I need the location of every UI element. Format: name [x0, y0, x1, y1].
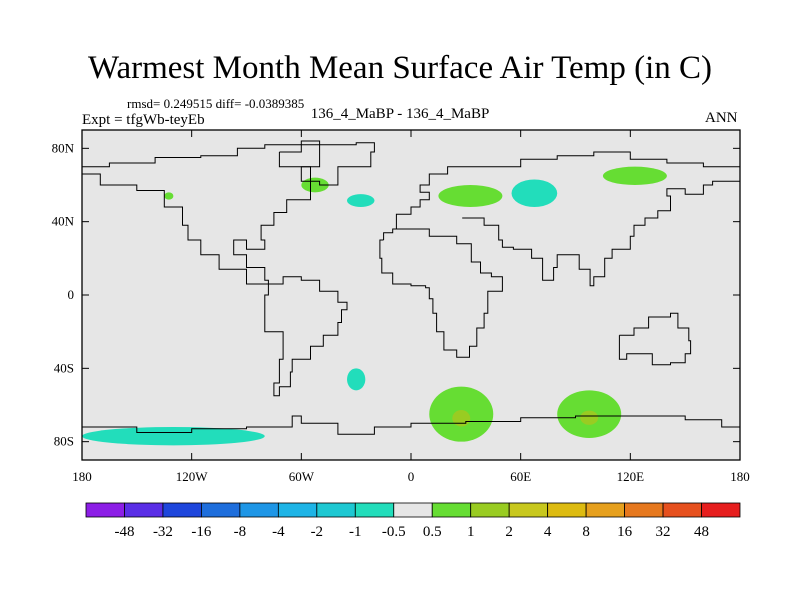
anomaly-region-western-europe — [438, 185, 503, 207]
colorbar-label: -1 — [349, 524, 362, 540]
colorbar-box — [508, 502, 549, 518]
colorbar-box — [316, 502, 356, 518]
y-tick-label: 40N — [52, 214, 75, 229]
axis-layer: 180 120W 60W 0 60E 120E 180 80N 40N 0 40S 80S — [52, 130, 750, 484]
plot-background — [82, 130, 740, 460]
anomaly-core-southern-africa — [452, 410, 471, 427]
coast-asia-east — [462, 180, 740, 287]
colorbar-label: 0.5 — [423, 524, 442, 540]
x-tick-label: 180 — [72, 469, 92, 484]
colorbar-box — [124, 502, 164, 518]
colorbar-box — [701, 502, 741, 518]
colorbar-box — [277, 502, 318, 518]
coast-south-america — [264, 276, 348, 397]
colorbar-label: 2 — [505, 524, 513, 540]
x-tick-label: 60E — [510, 469, 531, 484]
colorbar-label: -2 — [311, 524, 324, 540]
colorbar-label: -48 — [114, 524, 134, 540]
colorbar-label: 48 — [694, 524, 709, 540]
coast-greenland — [278, 142, 375, 186]
colorbar-box — [201, 502, 241, 518]
colorbar-label: 1 — [467, 524, 475, 540]
coast-north-america-west — [82, 173, 269, 285]
colorbar-box — [162, 502, 202, 518]
x-tick-label: 180 — [730, 469, 750, 484]
x-tick-label: 0 — [408, 469, 415, 484]
colorbar-box — [624, 502, 664, 518]
coast-antarctica — [82, 415, 740, 435]
y-tick-label: 80N — [52, 140, 75, 155]
coast-north-america — [82, 140, 321, 284]
colorbar-label: -0.5 — [382, 524, 406, 540]
colorbar-box — [393, 502, 433, 518]
colorbar-box — [85, 502, 125, 518]
colorbar-box — [547, 502, 587, 518]
colorbar-label: -32 — [153, 524, 173, 540]
anomaly-region-southern-greenland — [347, 194, 375, 207]
anomaly-region-antarctic-coast — [82, 427, 265, 446]
chart-title: Warmest Month Mean Surface Air Temp (in … — [87, 50, 713, 86]
colorbar-box — [431, 502, 472, 518]
colorbar-box — [662, 502, 702, 518]
colorbar: -48 -32 -16 -8 -4 -2 -1 -0.5 0.5 1 2 4 8 16 32 48 — [85, 502, 741, 540]
colorbar-label: -16 — [191, 524, 211, 540]
season-label: ANN — [705, 110, 738, 126]
coast-eurasia — [392, 151, 740, 230]
experiment-label: Expt = tfgWb-teyEb — [82, 112, 205, 128]
colorbar-label: 16 — [617, 524, 633, 540]
colorbar-label: -8 — [234, 524, 247, 540]
colorbar-box — [470, 502, 510, 518]
anomaly-layer — [82, 166, 667, 446]
x-tick-label: 120W — [176, 469, 209, 484]
x-tick-label: 120E — [617, 469, 645, 484]
anomaly-region-patagonia — [347, 368, 366, 391]
y-tick-label: 0 — [68, 287, 75, 302]
anomaly-region-scandinavia — [511, 179, 558, 207]
colorbar-box — [354, 502, 395, 518]
colorbar-label: 32 — [656, 524, 671, 540]
colorbar-label: 4 — [544, 524, 552, 540]
coast-australia — [618, 312, 692, 366]
y-tick-label: 80S — [54, 434, 74, 449]
anomaly-region-alaska — [164, 192, 174, 200]
coastlines — [82, 140, 740, 435]
colorbar-label: 8 — [582, 524, 590, 540]
coast-africa — [379, 228, 503, 358]
colorbar-box — [239, 502, 279, 518]
x-tick-label: 60W — [289, 469, 315, 484]
stats-label: rmsd= 0.249515 diff= -0.0389385 — [127, 96, 305, 111]
anomaly-region-siberia — [602, 166, 667, 185]
colorbar-label: -4 — [272, 524, 285, 540]
colorbar-box — [585, 502, 625, 518]
comparison-label: 136_4_MaBP - 136_4_MaBP — [310, 106, 490, 122]
anomaly-core-antarctic-east — [580, 410, 599, 425]
y-tick-label: 40S — [54, 360, 74, 375]
